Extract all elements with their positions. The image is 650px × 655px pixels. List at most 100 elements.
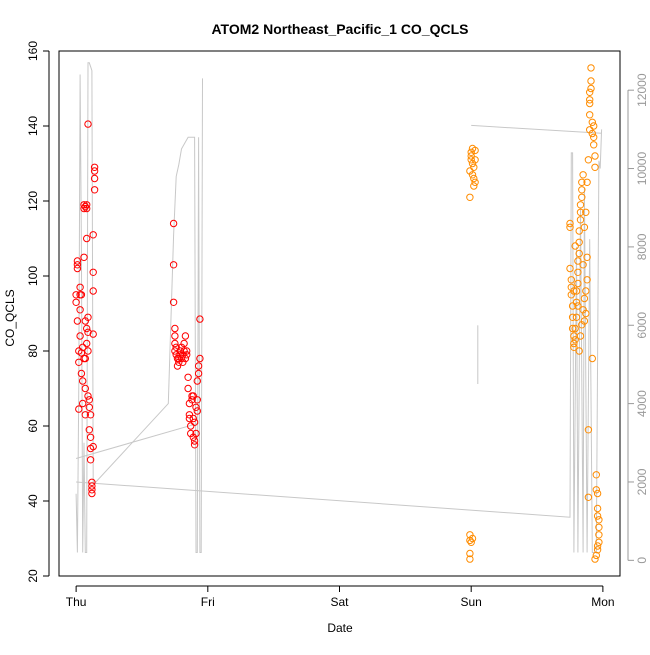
data-point (192, 403, 200, 411)
y2-tick-label: 6000 (635, 312, 649, 339)
data-point (595, 516, 603, 524)
data-point (89, 287, 97, 295)
x-tick-label: Thu (66, 595, 87, 609)
data-point (568, 313, 577, 321)
data-point (584, 156, 593, 164)
y-axis-label: CO_QCLS (3, 289, 17, 346)
data-point (586, 111, 594, 119)
data-point (572, 313, 581, 321)
data-point (470, 174, 478, 183)
data-point (85, 403, 94, 411)
data-point (592, 486, 600, 494)
data-point (591, 163, 599, 172)
data-point (88, 482, 96, 490)
data-point (580, 223, 589, 232)
data-point (83, 201, 91, 209)
data-point (568, 324, 577, 333)
data-point (591, 555, 599, 563)
data-point (570, 343, 578, 351)
data-point (593, 546, 602, 554)
altitude-trace-line (75, 62, 203, 553)
data-point (89, 268, 97, 276)
data-point (566, 219, 574, 228)
data-point (466, 193, 474, 202)
data-point (86, 433, 95, 441)
data-point (592, 551, 600, 560)
data-point (177, 354, 186, 363)
data-point (470, 163, 478, 172)
data-point (90, 174, 99, 183)
data-point (76, 332, 84, 340)
data-point (466, 167, 474, 175)
data-point (575, 227, 583, 235)
data-point (89, 231, 97, 239)
y-tick-label: 60 (26, 419, 40, 433)
data-point (583, 276, 591, 284)
data-point (189, 392, 198, 400)
data-point (180, 347, 188, 355)
data-point (181, 354, 190, 363)
data-point (587, 84, 595, 93)
altitude-trace-line (75, 422, 199, 459)
data-point (586, 88, 594, 97)
data-point (592, 471, 600, 479)
data-point (576, 216, 585, 224)
data-point (467, 156, 475, 164)
y-tick-label: 160 (26, 41, 40, 61)
data-point (187, 429, 195, 438)
y2-tick-label: 8000 (635, 233, 649, 260)
data-point (79, 343, 87, 351)
data-point (471, 146, 479, 155)
y2-tick-label: 10000 (635, 152, 649, 186)
data-point (88, 478, 96, 486)
data-point (468, 534, 477, 543)
data-point (590, 122, 598, 130)
data-point (576, 208, 585, 217)
data-point (572, 298, 581, 306)
data-point (193, 396, 202, 404)
data-point (77, 291, 86, 299)
data-point (466, 555, 474, 563)
data-point (83, 324, 91, 333)
data-point (586, 99, 594, 108)
data-point (72, 291, 80, 299)
data-point (468, 171, 477, 179)
data-point (169, 298, 178, 306)
data-point (81, 354, 90, 363)
data-point (566, 264, 574, 273)
data-point (576, 201, 585, 209)
data-point (84, 328, 92, 336)
data-point (588, 118, 596, 127)
data-point (169, 261, 178, 269)
data-point (81, 202, 90, 211)
data-point (169, 219, 178, 228)
x-axis-label: Date (327, 621, 353, 635)
y-tick-label: 20 (26, 569, 40, 583)
x-tick-label: Sun (461, 595, 482, 609)
data-point (77, 369, 86, 378)
data-point (72, 298, 80, 306)
data-point (181, 332, 190, 340)
data-point (185, 399, 194, 408)
data-point (183, 347, 191, 355)
x-tick-label: Mon (591, 595, 614, 609)
data-point (583, 178, 591, 187)
data-point (587, 64, 595, 72)
data-point (89, 330, 97, 338)
data-point (588, 129, 596, 138)
y2-tick-label: 2000 (635, 468, 649, 495)
plot-frame (58, 50, 621, 577)
data-point (85, 426, 94, 434)
data-point (90, 186, 99, 194)
data-point (574, 279, 582, 288)
data-point (584, 493, 593, 501)
data-point (177, 343, 186, 351)
data-point (593, 504, 602, 513)
data-point (570, 287, 578, 295)
data-point (193, 377, 202, 385)
data-point (172, 343, 180, 351)
plot-area: Thu Fri Sat Sun Mon 20 40 60 80 100 120 140 160 0 2000… (26, 41, 649, 609)
data-point (84, 347, 92, 355)
data-point (575, 347, 583, 355)
